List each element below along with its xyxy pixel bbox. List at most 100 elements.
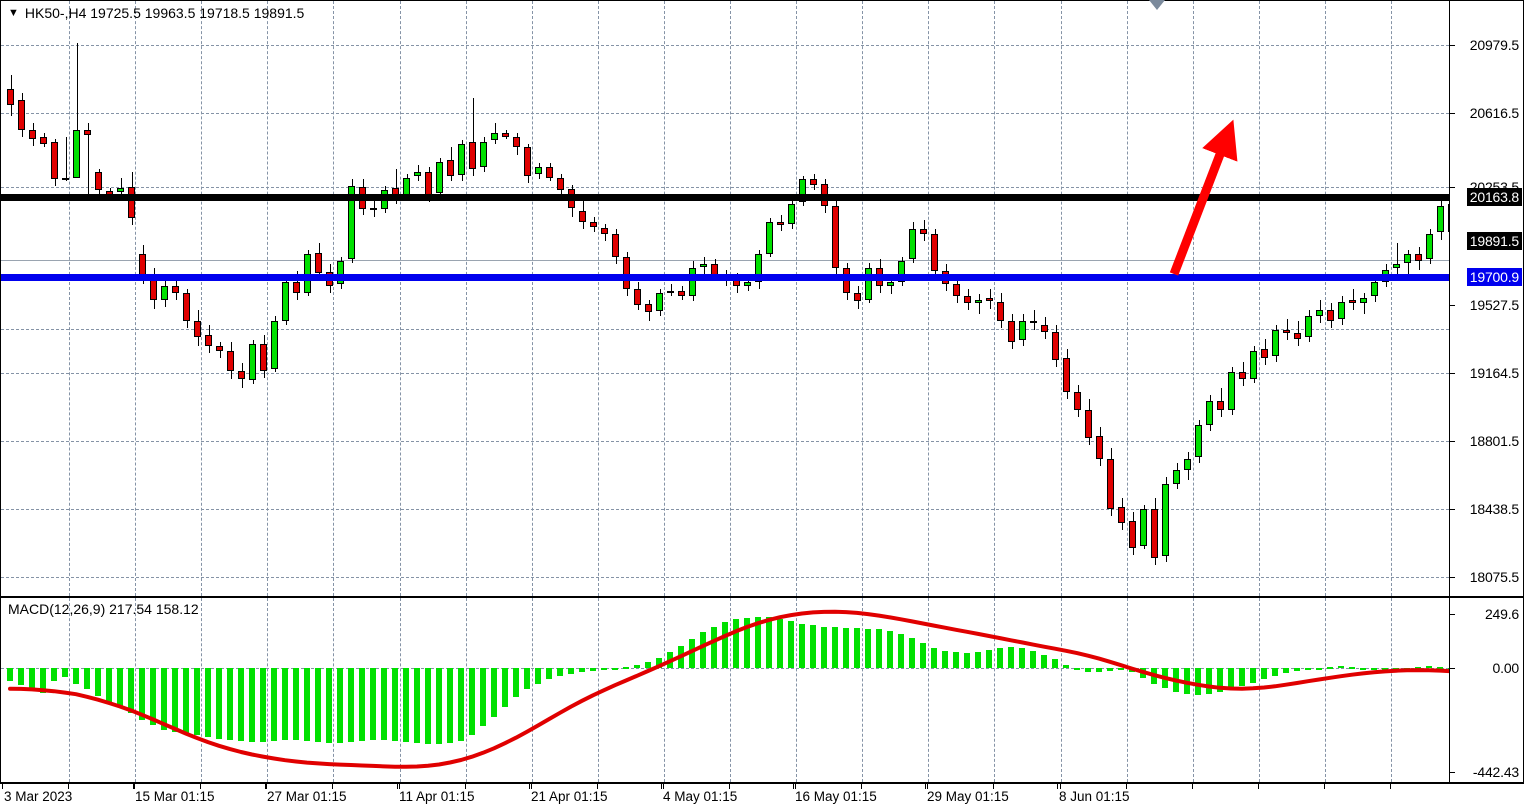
price-plot-area[interactable]: [1, 1, 1449, 596]
candle-body-bearish: [931, 234, 938, 272]
time-axis-tick: [397, 784, 398, 789]
gridline-v: [928, 1, 929, 596]
candle-body-bullish: [403, 177, 410, 196]
candle-body-bearish: [1349, 299, 1356, 304]
macd-histogram-bar: [1074, 668, 1080, 670]
gridline-v: [730, 1, 731, 596]
macd-histogram-bar: [84, 668, 90, 690]
gridline-v: [135, 1, 136, 596]
candle-body-bearish: [1030, 320, 1037, 323]
macd-histogram-bar: [1063, 664, 1069, 668]
macd-histogram-bar: [282, 668, 288, 740]
time-axis[interactable]: 3 Mar 2023 15 Mar 01:15 27 Mar 01:15 11 Apr…: [0, 783, 1524, 811]
candle-body-bearish: [227, 351, 234, 371]
price-axis[interactable]: 20979.5 20616.5 20253.5 20163.8 19891.5 19700…: [1449, 1, 1523, 596]
axis-tick: [1450, 45, 1455, 46]
candle-body-bearish: [810, 179, 817, 185]
candle-body-bullish: [1360, 297, 1367, 304]
candle-body-bullish: [1426, 234, 1433, 259]
candle-wick: [979, 294, 980, 314]
macd-panel[interactable]: 249.6 0.00 -442.43 MACD(12,26,9) 217.54 15…: [0, 597, 1524, 783]
candle-body-bearish: [1107, 459, 1114, 509]
macd-histogram-bar: [711, 626, 717, 668]
gridline-h: [1, 577, 1449, 578]
candle-body-bearish: [1041, 324, 1048, 332]
gridline-h: [1, 187, 1449, 188]
candle-wick: [1364, 292, 1365, 314]
price-axis-label: 19891.5: [1466, 232, 1522, 250]
macd-histogram-bar: [7, 668, 13, 682]
candle-body-bullish: [1316, 310, 1323, 316]
candle-body-bearish: [557, 177, 564, 190]
gridline-v: [1325, 1, 1326, 596]
candle-body-bearish: [40, 136, 47, 144]
macd-histogram-bar: [590, 668, 596, 671]
candle-body-bearish: [447, 159, 454, 176]
time-axis-tick: [332, 784, 333, 789]
macd-histogram-bar: [1085, 668, 1091, 673]
collapse-triangle-icon[interactable]: ▼: [8, 7, 19, 19]
macd-histogram-bar: [392, 668, 398, 741]
time-axis-tick: [2, 784, 3, 789]
macd-histogram-bar: [1250, 668, 1256, 683]
time-axis-label: 8 Jun 01:15: [1059, 789, 1130, 804]
price-chart-panel[interactable]: 20979.5 20616.5 20253.5 20163.8 19891.5 19700…: [0, 0, 1524, 597]
macd-histogram-bar: [249, 668, 255, 742]
price-axis-label: 18075.5: [1469, 569, 1519, 585]
gridline-v: [1259, 598, 1260, 782]
macd-histogram-bar: [601, 668, 607, 670]
time-axis-label: 4 May 01:15: [663, 789, 738, 804]
macd-histogram-bar: [502, 668, 508, 708]
macd-histogram-bar: [1437, 666, 1443, 669]
time-axis-tick: [861, 784, 862, 789]
candle-body-bearish: [1008, 320, 1015, 343]
macd-histogram-bar: [722, 622, 728, 668]
candle-body-bearish: [1052, 331, 1059, 360]
macd-histogram-bar: [799, 623, 805, 668]
gridline-v: [69, 1, 70, 596]
candle-body-bearish: [183, 292, 190, 321]
macd-histogram-bar: [117, 668, 123, 708]
candle-body-bullish: [667, 290, 674, 293]
macd-title: MACD(12,26,9) 217.54 158.12: [8, 601, 199, 617]
candle-wick: [396, 168, 397, 205]
macd-histogram-bar: [480, 668, 486, 727]
macd-axis[interactable]: 249.6 0.00 -442.43: [1449, 598, 1523, 782]
time-axis-tick: [531, 784, 532, 789]
candle-body-bearish: [502, 133, 509, 137]
time-axis-tick: [795, 784, 796, 789]
macd-histogram-bar: [326, 668, 332, 744]
macd-histogram-bar: [1272, 668, 1278, 676]
macd-axis-label: 0.00: [1492, 660, 1520, 676]
candle-body-bearish: [51, 142, 58, 180]
candle-body-bullish: [1393, 264, 1400, 268]
gridline-v: [267, 1, 268, 596]
macd-histogram-bar: [403, 668, 409, 742]
macd-histogram-bar: [733, 619, 739, 668]
macd-histogram-bar: [942, 650, 948, 668]
candle-body-bearish: [1217, 400, 1224, 410]
macd-plot-area[interactable]: [1, 598, 1449, 782]
bullish-arrow[interactable]: [1, 1, 1449, 596]
macd-histogram-bar: [876, 629, 882, 668]
macd-histogram-bar: [689, 638, 695, 668]
candle-body-bullish: [1371, 282, 1378, 297]
macd-histogram-bar: [1261, 668, 1267, 680]
macd-histogram-bar: [216, 668, 222, 739]
support-line[interactable]: [1, 274, 1449, 281]
axis-tick: [1450, 305, 1455, 306]
macd-histogram-bar: [271, 668, 277, 741]
candle-body-bullish: [656, 292, 663, 312]
candle-body-bullish: [535, 166, 542, 174]
gridline-v: [532, 598, 533, 782]
resistance-line[interactable]: [1, 194, 1449, 201]
candle-body-bullish: [1272, 329, 1279, 357]
candle-body-bullish: [1250, 351, 1257, 380]
candle-body-bearish: [1415, 253, 1422, 261]
macd-histogram-bar: [645, 662, 651, 668]
chart-header-text: HK50-,H4 19725.5 19963.5 19718.5 19891.5: [24, 5, 305, 21]
time-axis-tick: [200, 784, 201, 789]
candle-body-bearish: [205, 335, 212, 346]
macd-histogram-bar: [1316, 668, 1322, 670]
